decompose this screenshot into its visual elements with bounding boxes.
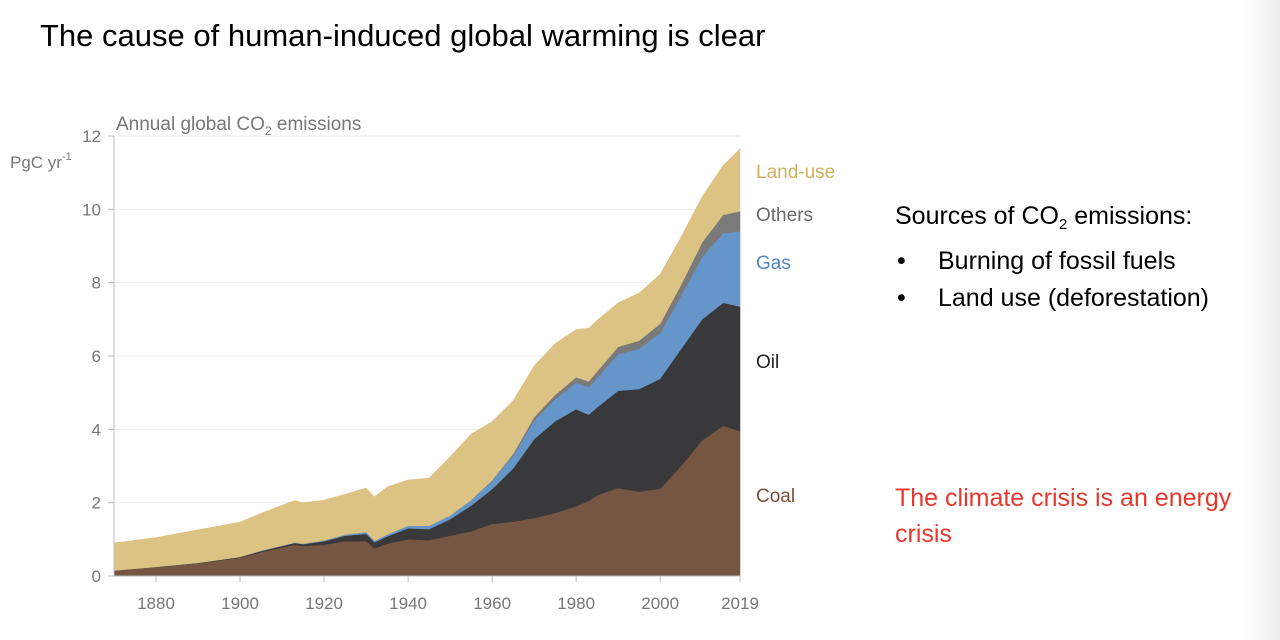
y-tick-label: 2 [92,494,101,513]
x-tick-label: 1940 [389,594,427,613]
y-tick-label: 8 [92,274,101,293]
slide-edge-shadow [1242,0,1280,640]
sources-list: • Burning of fossil fuels • Land use (defo… [895,243,1209,317]
series-label-oil: Oil [756,352,779,373]
bullet-icon: • [897,284,906,312]
x-tick-label: 1900 [221,594,259,613]
y-tick-label: 10 [82,200,101,219]
x-tick-label: 1920 [305,594,343,613]
x-tick-label: 1980 [557,594,595,613]
slide-title: The cause of human-induced global warmin… [40,18,766,53]
x-tick-label: 2000 [641,594,679,613]
conclusion-text: The climate crisis is an energy crisis [895,484,1232,548]
series-label-land-use: Land-use [756,162,835,183]
y-tick-labels: 0 2 4 6 8 10 12 [82,127,101,586]
emissions-chart: 0 2 4 6 8 10 12 1880 1900 1920 1940 1960 1980 2000 20… [10,114,835,613]
y-tick-label: 6 [92,347,101,366]
y-tick-label: 12 [82,127,101,146]
sources-panel: Sources of CO2 emissions: • Burning of fo… [895,198,1209,317]
area-land-use [113,148,741,571]
sources-heading: Sources of CO2 emissions: [895,202,1193,233]
y-tick-label: 0 [92,567,101,586]
bullet-icon: • [897,247,906,275]
y-axis-label: PgC yr-1 [10,151,72,172]
y-tick-label: 4 [92,420,101,439]
chart-title: Annual global CO2 emissions [116,114,361,138]
x-tick-label: 1960 [473,594,511,613]
x-tick-label: 2019 [721,594,759,613]
chart-axes [108,135,741,582]
series-label-others: Others [756,205,813,226]
series-labels: Coal Oil Gas Others Land-use [756,162,835,507]
source-item-fossil-fuels: • Burning of fossil fuels [895,243,1209,280]
chart-gridlines [114,135,740,504]
x-tick-label: 1880 [137,594,175,613]
series-label-coal: Coal [756,486,795,507]
chart-areas [113,148,741,577]
series-label-gas: Gas [756,253,791,274]
source-item-land-use: • Land use (deforestation) [895,280,1209,317]
x-tick-labels: 1880 1900 1920 1940 1960 1980 2000 2019 [137,594,759,613]
